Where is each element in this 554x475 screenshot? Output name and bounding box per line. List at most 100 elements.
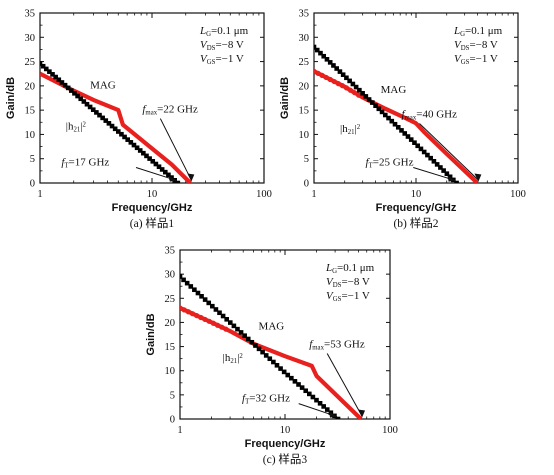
x-tick-label: 1 <box>311 189 316 200</box>
subplot-caption: (b) 样品2 <box>393 216 438 230</box>
h21-point <box>347 78 352 84</box>
h21-point <box>431 158 437 164</box>
h21-point <box>59 80 65 85</box>
fmax-arrow <box>326 353 363 417</box>
fmax-arrow <box>159 118 192 181</box>
h21-point <box>112 126 118 132</box>
h21-point <box>84 101 90 107</box>
fmax-label: fmax=53 GHz <box>309 339 365 352</box>
h21-point <box>224 317 229 322</box>
y-tick-label: 35 <box>165 246 176 257</box>
h21-point <box>386 115 391 121</box>
h21-point <box>382 112 388 118</box>
h21-point <box>444 171 450 176</box>
condition-3: VGS=−1 V <box>326 290 370 303</box>
h21-point <box>405 134 411 139</box>
mag-point <box>185 309 191 315</box>
h21-point <box>43 66 49 72</box>
condition-1: LG=0.1 μm <box>199 25 249 38</box>
mag-label: MAG <box>259 321 285 333</box>
ft-label: fT=32 GHz <box>242 393 290 406</box>
mag-point <box>327 76 333 83</box>
mag-point <box>315 70 321 76</box>
x-tick-label: 100 <box>382 425 398 436</box>
mag-point <box>356 92 362 98</box>
h21-point <box>235 326 240 332</box>
h21-point <box>134 145 140 151</box>
x-tick-label: 100 <box>256 189 272 200</box>
h21-point <box>87 104 93 110</box>
h21-point <box>438 165 443 170</box>
h21-point <box>150 159 156 164</box>
y-tick-label: 0 <box>170 415 175 426</box>
h21-point <box>217 310 222 316</box>
y-tick-label: 10 <box>299 130 310 141</box>
chart-panel-2: 0 5 10 15 20 25 30 35 1 10 100 Frequency/GHz Gain/dB… <box>279 9 526 231</box>
h21-point <box>137 148 143 153</box>
h21-point <box>303 388 309 394</box>
h21-point <box>373 103 378 108</box>
h21-point <box>188 284 194 289</box>
ft-arrowhead <box>168 175 177 182</box>
h21-point <box>357 87 362 93</box>
h21-point <box>159 167 165 172</box>
x-tick-label: 10 <box>411 189 422 200</box>
h21-point <box>324 407 330 412</box>
y-tick-label: 5 <box>30 154 35 165</box>
h21-point <box>206 300 212 306</box>
h21-point <box>184 280 190 286</box>
x-axis-title: Frequency/GHz <box>112 202 193 214</box>
h21-label: |h21|2 <box>340 123 361 136</box>
fmax-arrowhead <box>474 173 482 182</box>
h21-point <box>47 69 52 74</box>
h21-point <box>376 106 382 112</box>
h21-point <box>278 366 283 371</box>
h21-point <box>327 60 333 65</box>
h21-point <box>220 313 226 319</box>
h21-point <box>389 118 395 124</box>
mag-point <box>343 85 350 91</box>
condition-1: LG=0.1 μm <box>453 25 503 38</box>
h21-point <box>267 356 273 362</box>
h21-point <box>65 85 71 91</box>
h21-point <box>69 88 74 93</box>
h21-point <box>90 107 96 112</box>
h21-point <box>344 75 349 81</box>
h21-point <box>72 90 77 96</box>
y-tick-label: 5 <box>304 154 309 165</box>
subplot-caption: (a) 样品1 <box>130 216 175 230</box>
chart-panel-3: 0 5 10 15 20 25 30 35 1 10 100 Frequency/GHz Gain/dB… <box>145 246 398 467</box>
mag-point <box>189 311 196 317</box>
h21-point <box>314 44 317 50</box>
h21-point <box>175 180 181 183</box>
h21-point <box>202 297 208 302</box>
h21-point <box>421 149 427 155</box>
mag-curve <box>40 71 192 183</box>
y-tick-label: 20 <box>299 81 310 92</box>
h21-point <box>321 53 327 59</box>
plot-data <box>180 274 363 419</box>
h21-point <box>144 153 149 159</box>
h21-point <box>363 94 369 99</box>
h21-point <box>399 128 404 133</box>
y-tick-label: 15 <box>25 106 36 117</box>
mag-point <box>323 74 329 81</box>
h21-point <box>231 323 237 329</box>
h21-point <box>260 349 265 355</box>
h21-point <box>441 168 446 173</box>
h21-point <box>40 61 43 66</box>
h21-point <box>335 416 341 419</box>
mag-point <box>351 90 358 96</box>
h21-point <box>402 131 408 136</box>
y-tick-label: 10 <box>165 366 176 377</box>
h21-point <box>340 72 346 77</box>
y-tick-label: 30 <box>25 33 36 44</box>
mag-point <box>219 324 225 330</box>
h21-point <box>263 353 269 358</box>
mag-point <box>331 78 337 85</box>
y-axis-title: Gain/dB <box>145 313 157 355</box>
h21-point <box>296 382 301 387</box>
h21-point <box>147 156 152 161</box>
condition-2: VDS=−8 V <box>326 276 370 289</box>
y-tick-label: 25 <box>25 57 36 68</box>
